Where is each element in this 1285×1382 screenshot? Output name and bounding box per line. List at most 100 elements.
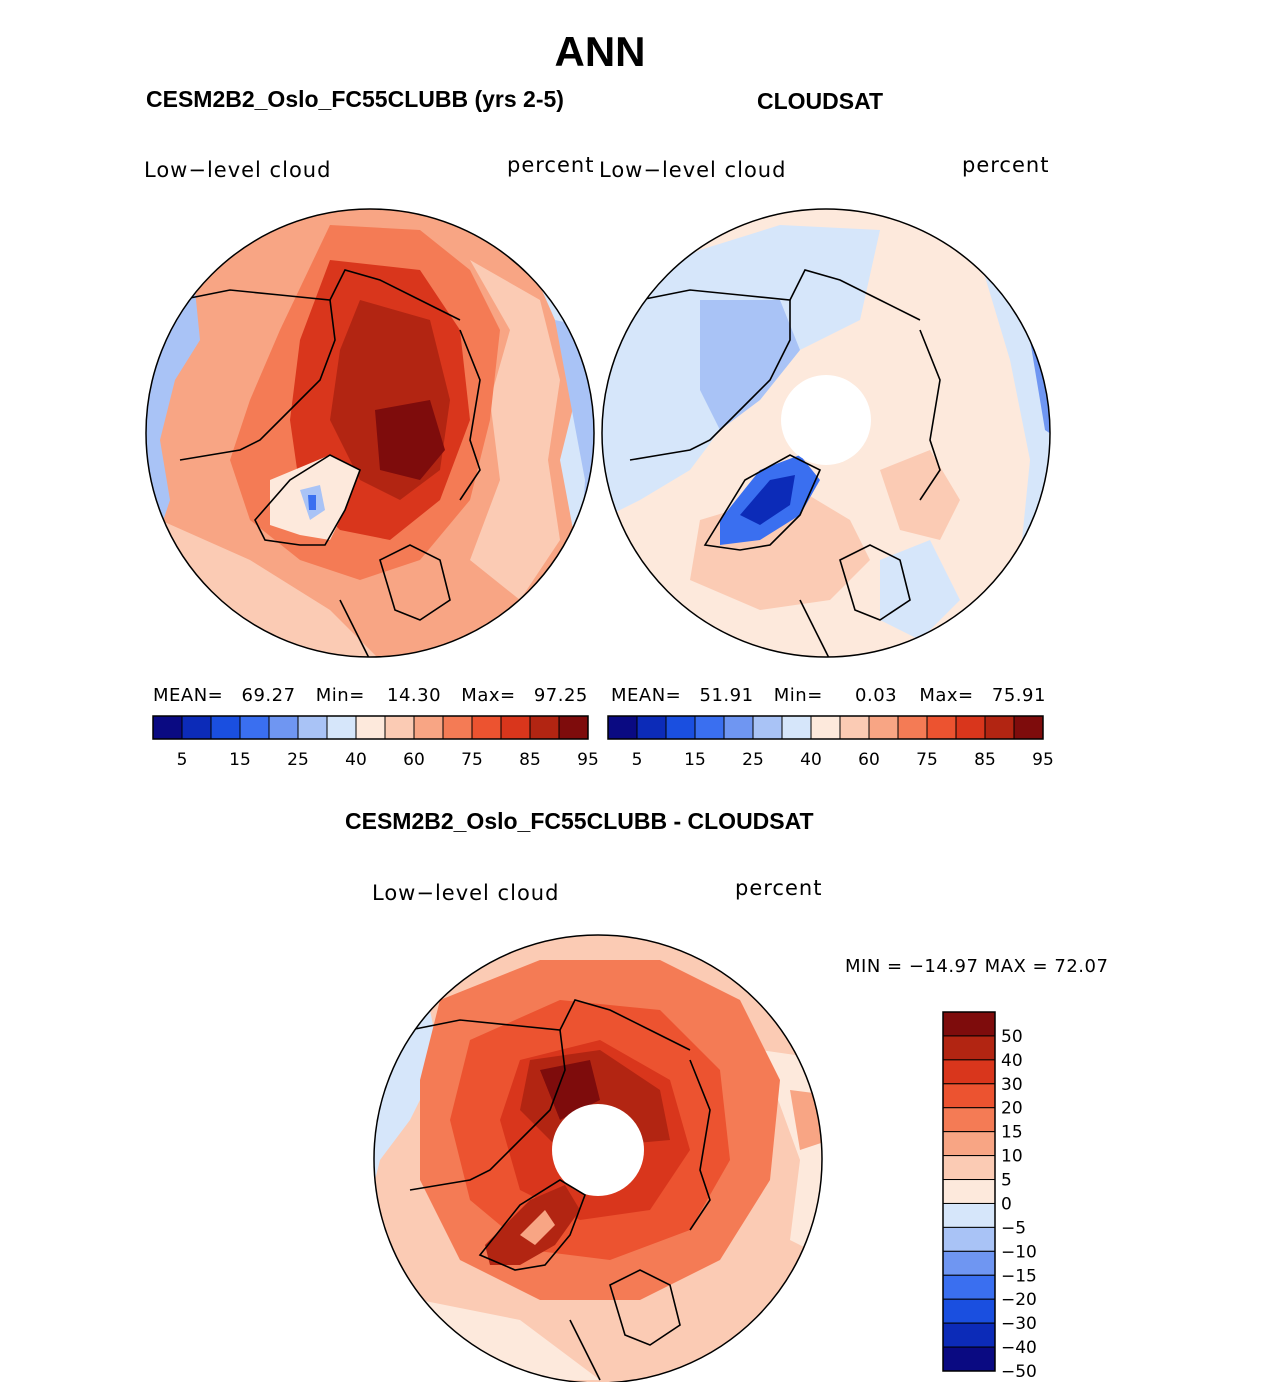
colorbar-swatch [942, 1179, 996, 1204]
colorbar-swatch [942, 1155, 996, 1181]
colorbar-tick-label: 95 [577, 750, 599, 770]
coastlines [629, 269, 941, 657]
colorbar-swatch [942, 1226, 996, 1252]
colorbar-tick-label: 5 [632, 750, 643, 770]
colorbar-tick-label: 0 [1001, 1194, 1012, 1214]
map-fill-min [308, 495, 316, 510]
colorbar-swatch [413, 715, 444, 740]
colorbar-swatch [942, 1322, 996, 1348]
panel-1-title: CESM2B2_Oslo_FC55CLUBB (yrs 2-5) [146, 86, 564, 112]
map-fill-max [540, 1060, 600, 1120]
colorbar-tick-label: 15 [684, 750, 706, 770]
colorbar-tick-label: 10 [1001, 1147, 1023, 1167]
map-fill-mid [880, 450, 960, 540]
colorbar-swatch [471, 715, 502, 740]
min-label: Min= [315, 685, 365, 706]
map-fill-mid [520, 1210, 555, 1245]
colorbar-swatch [636, 715, 667, 740]
colorbar-tick-label: −30 [1001, 1314, 1037, 1334]
colorbar-tick-label: −5 [1001, 1218, 1026, 1238]
panel-2-units-label: percent [962, 153, 1050, 177]
difference-units-label: percent [735, 876, 823, 900]
colorbar-swatch [942, 1011, 996, 1037]
colorbar-swatch [752, 715, 783, 740]
mean-value: 51.91 [699, 685, 754, 706]
colorbar-tick-label: 50 [1001, 1027, 1023, 1047]
colorbar-swatch [384, 715, 415, 740]
colorbar-swatch [942, 1274, 996, 1300]
colorbar-swatch [984, 715, 1015, 740]
colorbar-tick-label: 5 [1001, 1171, 1012, 1191]
colorbar-tick-label: 40 [1001, 1051, 1023, 1071]
map-fill-min [740, 475, 795, 525]
colorbar-tick-label: 85 [519, 750, 541, 770]
colorbar-swatch [942, 1059, 996, 1085]
colorbar-swatch [558, 715, 589, 740]
mean-value: 69.27 [241, 685, 296, 706]
colorbar-tick-label: −40 [1001, 1338, 1037, 1358]
colorbar-tick-label: −20 [1001, 1290, 1037, 1310]
colorbar-swatch [781, 715, 812, 740]
missing-data-polar-hole [781, 375, 871, 465]
colorbar-swatch [955, 715, 986, 740]
coastlines [179, 269, 481, 657]
colorbar-swatch [942, 1346, 996, 1372]
colorbar-swatch [942, 1131, 996, 1157]
colorbar-swatch [297, 715, 328, 740]
colorbar-frame [152, 715, 589, 740]
mean-label: MEAN= [611, 685, 682, 706]
colorbar-swatch [529, 715, 560, 740]
colorbar-tick-label: 25 [287, 750, 309, 770]
map-fill-lower [1030, 340, 1050, 440]
map-border [373, 934, 823, 1382]
max-label: Max= [461, 685, 516, 706]
panel-1-units-label: percent [507, 153, 595, 177]
panel-1-map [145, 208, 595, 658]
colorbar-swatch [942, 1083, 996, 1109]
min-value: 14.30 [387, 685, 442, 706]
map-fill-max [375, 400, 445, 480]
difference-variable-label: Low−level cloud [372, 881, 560, 905]
difference-map [373, 934, 823, 1382]
colorbar-tick-label: 25 [742, 750, 764, 770]
colorbar-tick-label: 5 [177, 750, 188, 770]
panel-2-variable-label: Low−level cloud [599, 158, 787, 182]
coastlines [409, 999, 711, 1381]
map-border [145, 208, 595, 658]
map-fill-low [880, 540, 960, 640]
colorbar-swatch [607, 715, 638, 740]
colorbar-tick-label: 75 [916, 750, 938, 770]
colorbar-tick-label: −10 [1001, 1242, 1037, 1262]
colorbar-swatch [181, 715, 212, 740]
map-fill-mid [470, 260, 560, 600]
panel-2-stats: MEAN= 51.91 Min= 0.03 Max= 75.91 [611, 685, 1046, 706]
figure-title: ANN [554, 28, 646, 75]
panel-1-colorbar: 5 15 25 40 60 75 85 95 [152, 715, 599, 770]
colorbar-swatch [1013, 715, 1044, 740]
panel-2-title: CLOUDSAT [757, 88, 884, 114]
max-value: 75.91 [991, 685, 1046, 706]
panel-1-stats: MEAN= 69.27 Min= 14.30 Max= 97.25 [153, 685, 588, 706]
colorbar-tick-label: 75 [461, 750, 483, 770]
colorbar-swatch [723, 715, 754, 740]
colorbar-swatch [210, 715, 241, 740]
max-label: Max= [919, 685, 974, 706]
difference-title: CESM2B2_Oslo_FC55CLUBB - CLOUDSAT [345, 808, 814, 834]
panel-2-colorbar: 5 15 25 40 60 75 85 95 [607, 715, 1054, 770]
colorbar-swatch [942, 1035, 996, 1061]
missing-data-polar-hole [552, 1104, 644, 1196]
colorbar-swatch [442, 715, 473, 740]
colorbar-swatch [326, 715, 357, 740]
panel-2-map [601, 208, 1051, 658]
colorbar-tick-label: −50 [1001, 1362, 1037, 1382]
colorbar-swatch [897, 715, 928, 740]
colorbar-swatch [694, 715, 725, 740]
colorbar-tick-label: 20 [1001, 1099, 1023, 1119]
min-value: 0.03 [855, 685, 898, 706]
colorbar-tick-label: −15 [1001, 1266, 1037, 1286]
colorbar-swatch [942, 1107, 996, 1133]
colorbar-swatch [152, 715, 183, 740]
colorbar-swatch [268, 715, 299, 740]
colorbar-frame [607, 715, 1044, 740]
map-border [601, 208, 1051, 658]
